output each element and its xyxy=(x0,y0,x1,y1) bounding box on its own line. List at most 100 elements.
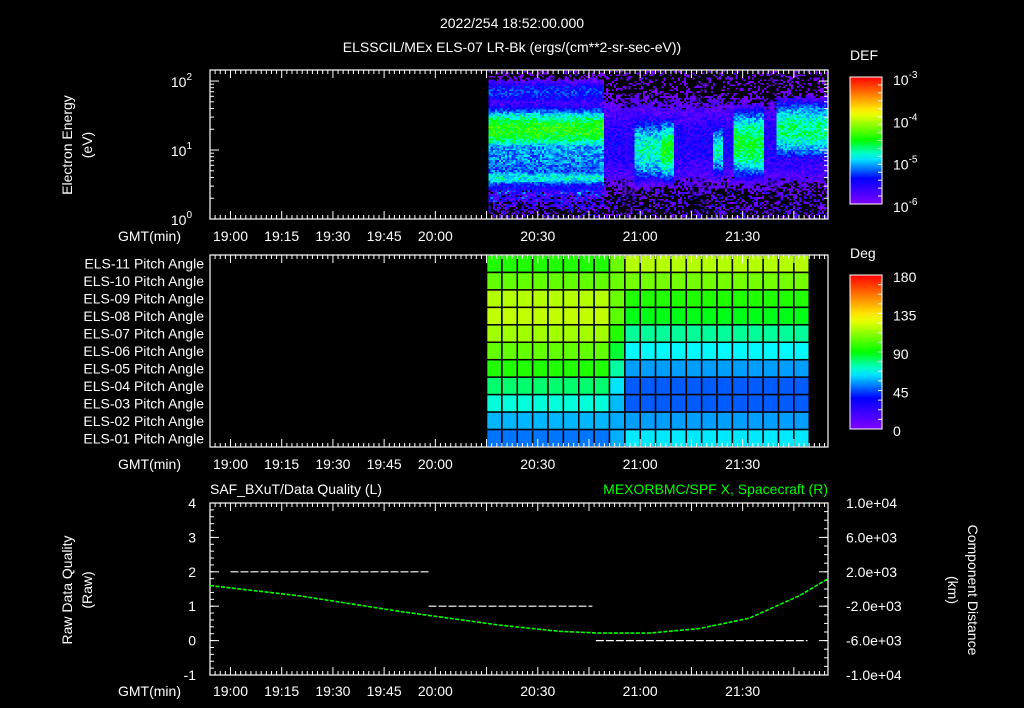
pitch-cell xyxy=(624,411,641,431)
pitch-row-label: ELS-11 Pitch Angle xyxy=(84,256,204,272)
left-tick-label: 4 xyxy=(188,495,196,511)
energy-tick-label: 102 xyxy=(171,72,193,90)
pitch-cell xyxy=(608,376,626,396)
pitch-cell xyxy=(793,376,810,396)
pitch-cell xyxy=(516,376,534,396)
pitch-cell xyxy=(747,254,764,274)
pitch-cell xyxy=(593,254,611,274)
pitch-cell xyxy=(639,289,657,309)
pitch-row-label: ELS-10 Pitch Angle xyxy=(83,273,204,289)
pitch-cell xyxy=(670,341,688,361)
pitch-cell xyxy=(639,271,657,291)
panel2-time-tick-label: 19:30 xyxy=(315,456,350,472)
pitch-cell xyxy=(700,271,718,291)
panel3-time-tick-label: 19:30 xyxy=(315,683,350,699)
right-tick-label: -1.0e+04 xyxy=(846,667,902,683)
panel1-time-tick-label: 19:15 xyxy=(264,228,299,244)
header-title: ELSSCIL/MEx ELS-07 LR-Bk (ergs/(cm**2-sr… xyxy=(343,39,681,55)
pitch-cell xyxy=(593,428,611,448)
pitch-cell xyxy=(747,324,764,344)
pitch-cell xyxy=(731,428,749,448)
pitch-cell xyxy=(624,271,641,291)
pitch-cell xyxy=(685,324,703,344)
pitch-cell xyxy=(685,411,703,431)
pitch-cell xyxy=(670,376,688,396)
pitch-cell xyxy=(547,306,565,326)
pitch-cell xyxy=(716,411,734,431)
pitch-cell xyxy=(624,306,641,326)
pitch-cell xyxy=(578,254,595,274)
pitch-cell xyxy=(516,306,534,326)
pitch-cell xyxy=(608,306,626,326)
pitch-cell xyxy=(762,428,780,448)
panel3-time-tick-label: 19:45 xyxy=(367,683,402,699)
pitch-cell xyxy=(731,393,749,413)
pitch-cell xyxy=(624,289,641,309)
pitch-cell xyxy=(531,324,549,344)
pitch-cell xyxy=(762,289,780,309)
pitch-cell xyxy=(700,289,718,309)
deg-colorbar-label: 180 xyxy=(893,269,917,285)
pitch-cell xyxy=(593,411,611,431)
pitch-cell xyxy=(531,341,549,361)
pitch-cell xyxy=(654,271,672,291)
pitch-cell xyxy=(485,271,503,291)
pitch-cell xyxy=(639,428,657,448)
right-tick-label: 6.0e+03 xyxy=(846,529,897,545)
pitch-cell xyxy=(762,411,780,431)
def-colorbar-label-base: 10 xyxy=(893,157,909,173)
pitch-cell xyxy=(762,393,780,413)
panel1-time-tick-label: 19:30 xyxy=(315,228,350,244)
pitch-cell xyxy=(485,428,503,448)
energy-tick-label-exponent: 2 xyxy=(186,72,192,83)
pitch-cell xyxy=(716,324,734,344)
panel2-time-tick-label: 19:15 xyxy=(264,456,299,472)
pitch-cell xyxy=(547,376,565,396)
left-tick-label: 1 xyxy=(188,598,196,614)
pitch-cell xyxy=(531,393,549,413)
pitch-cell xyxy=(747,341,764,361)
energy-tick-label: 101 xyxy=(171,141,193,159)
pitch-cell xyxy=(562,428,580,448)
pitch-cell xyxy=(547,393,565,413)
pitch-cell xyxy=(731,376,749,396)
left-tick-label: -1 xyxy=(184,667,197,683)
def-colorbar xyxy=(849,76,883,205)
pitch-cell xyxy=(608,271,626,291)
panel1-time-tick-label: 19:45 xyxy=(367,228,402,244)
pitch-cell xyxy=(624,428,641,448)
pitch-cell xyxy=(485,254,503,274)
pitch-cell xyxy=(501,306,519,326)
pitch-cell xyxy=(685,306,703,326)
pitch-cell xyxy=(716,254,734,274)
pitch-cell xyxy=(531,254,549,274)
pitch-cell xyxy=(624,393,641,413)
pitch-cell xyxy=(731,358,749,378)
pitch-cell xyxy=(700,428,718,448)
pitch-cell xyxy=(731,289,749,309)
pitch-cell xyxy=(639,324,657,344)
pitch-cell xyxy=(578,324,595,344)
panel1-gmt-label: GMT(min) xyxy=(118,228,181,244)
def-colorbar-label: 10-3 xyxy=(893,70,918,88)
pitch-cell xyxy=(731,271,749,291)
right-tick-label: 2.0e+03 xyxy=(846,564,897,580)
pitch-cell xyxy=(654,393,672,413)
pitch-cell xyxy=(700,376,718,396)
pitch-cell xyxy=(762,341,780,361)
pitch-cell xyxy=(485,324,503,344)
pitch-cell xyxy=(716,428,734,448)
pitch-cell xyxy=(531,376,549,396)
pitch-cell xyxy=(747,411,764,431)
pitch-cell xyxy=(685,376,703,396)
pitch-cell xyxy=(793,411,810,431)
def-colorbar-label-exponent: -3 xyxy=(909,70,918,81)
pitch-cell xyxy=(531,428,549,448)
left-tick-label: 2 xyxy=(188,564,196,580)
pitch-cell xyxy=(762,306,780,326)
pitch-cell xyxy=(547,324,565,344)
pitch-cell xyxy=(485,289,503,309)
right-axis-units: (km) xyxy=(945,576,961,604)
pitch-cell xyxy=(485,411,503,431)
pitch-cell xyxy=(578,428,595,448)
